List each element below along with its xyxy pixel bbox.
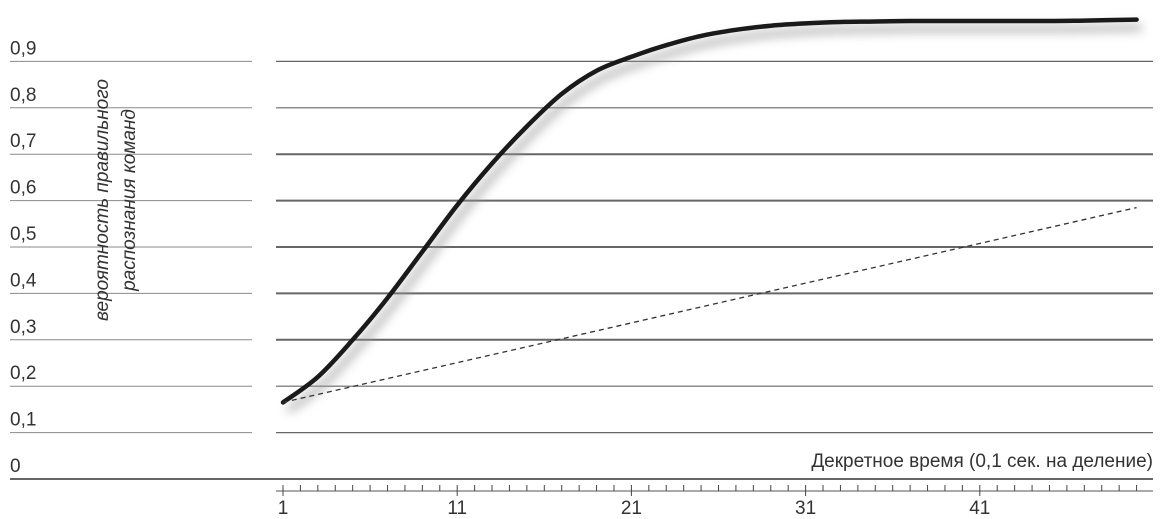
y-tick-label: 0,1 [10, 410, 36, 431]
y-tick-label: 0,9 [10, 38, 36, 59]
y-axis-ticks: 0 0,1 0,2 0,3 0,4 0,5 0,6 0,7 0,8 0,9 [10, 38, 37, 477]
y-tick-label: 0,5 [10, 224, 36, 245]
x-axis-label: Декретное время (0,1 сек. на деление) [811, 451, 1153, 472]
series-dashed-line [282, 206, 1137, 404]
series-solid-line [280, 17, 1139, 405]
y-tick-label: 0,8 [10, 85, 36, 106]
y-tick-label: 0,3 [10, 317, 36, 338]
gridlines [10, 60, 1153, 480]
series-curve-shadow [285, 24, 1142, 414]
y-tick-label: 0,4 [10, 270, 37, 291]
x-tick-label: 41 [969, 498, 990, 519]
y-tick-label: 0,2 [10, 363, 36, 384]
x-axis: 1 11 21 31 41 [276, 485, 1153, 519]
y-tick-label: 0,6 [10, 178, 36, 199]
x-tick-label: 21 [621, 498, 642, 519]
x-tick-label: 31 [795, 498, 816, 519]
x-tick-label: 11 [447, 498, 467, 519]
y-axis-label-line-1: вероятность правильного [92, 79, 113, 321]
y-tick-label: 0 [10, 456, 21, 477]
y-tick-label: 0,7 [10, 131, 36, 152]
x-tick-label: 1 [278, 498, 289, 519]
y-axis-label: вероятность правильного распознания кома… [92, 79, 140, 321]
series-group [280, 17, 1142, 414]
y-axis-label-line-2: распознания команд [119, 109, 140, 292]
